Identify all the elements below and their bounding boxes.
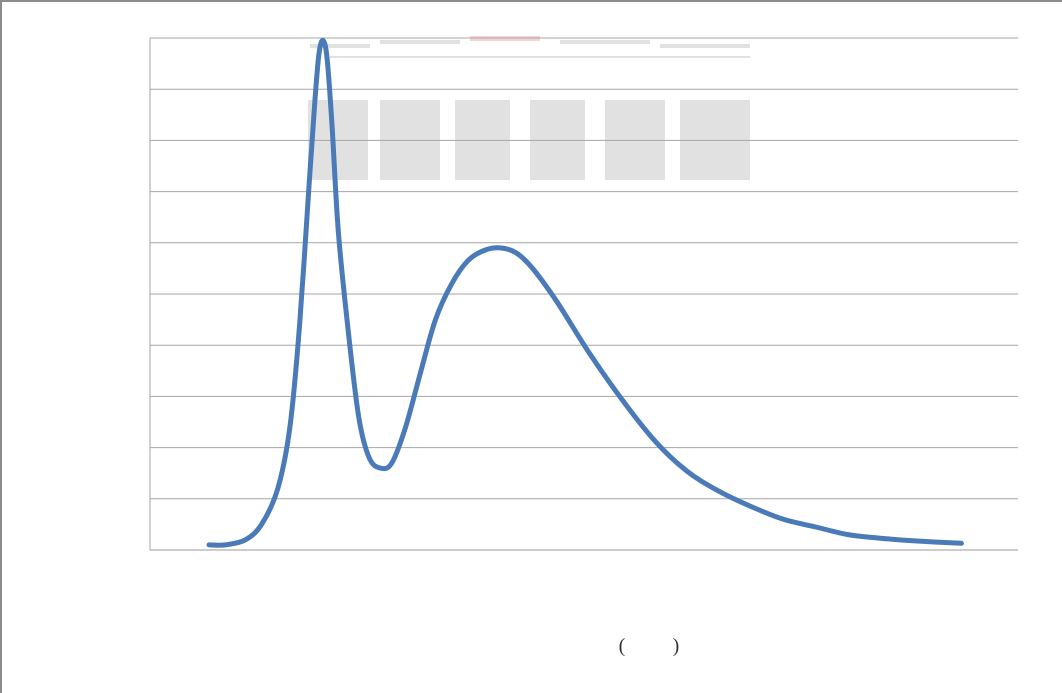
watermark-logo [308,36,750,180]
x-axis-label-close-paren: ) [673,635,680,657]
series-line-1 [206,37,964,548]
x-axis-label-open-paren: ( [619,635,626,657]
x-axis-label: ( ) [619,635,680,657]
series-group [206,37,964,548]
